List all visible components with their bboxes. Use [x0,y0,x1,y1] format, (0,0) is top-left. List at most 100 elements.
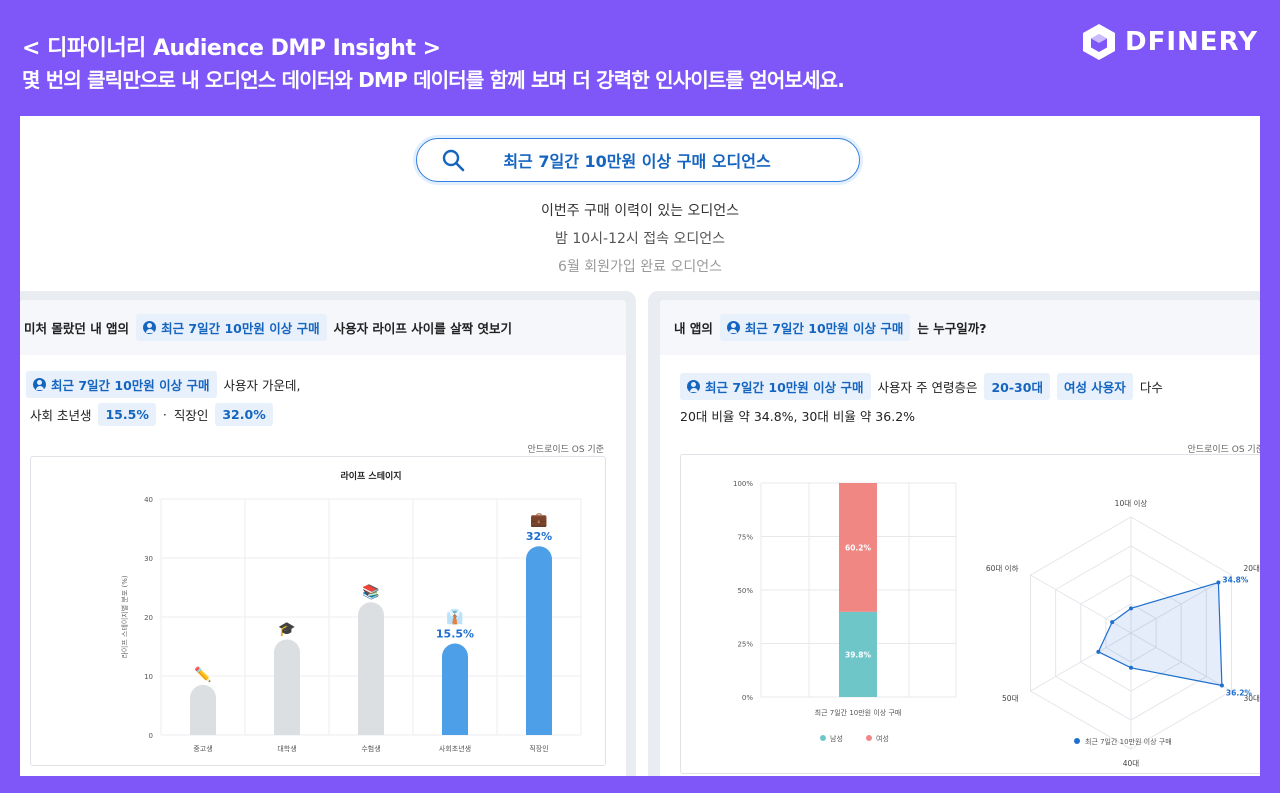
value-badge: 15.5% [98,403,156,426]
y-tick-label: 10 [144,673,153,681]
audience-chip[interactable]: 최근 7일간 10만원 이상 구매 [26,371,217,398]
search-icon [442,149,465,172]
radar-point [1216,580,1221,585]
x-tick-label: 대학생 [277,744,296,753]
life-stage-panel: 미처 몰랐던 내 앱의 최근 7일간 10만원 이상 구매 사용자 라이프 사이… [20,300,626,776]
data-label: 34.8% [1222,576,1249,585]
demographics-panel: 내 앱의 최근 7일간 10만원 이상 구매 는 누구일까? 최근 7일간 10… [660,300,1260,776]
summary-line-1: 최근 7일간 10만원 이상 구매 사용자 가운데, [26,371,300,398]
legend-label: 여성 [876,734,889,743]
legend-label: 남성 [830,734,843,743]
y-tick-label: 40 [144,496,153,504]
radar-point [1129,606,1133,611]
summary-text: 다수 [1139,380,1163,395]
audience-chip[interactable]: 최근 7일간 10만원 이상 구매 [680,373,871,400]
y-tick-label: 50% [737,587,753,595]
radar-spoke [1130,574,1232,634]
chip-label: 최근 7일간 10만원 이상 구매 [161,321,320,336]
user-icon [33,378,46,391]
chip-label: 최근 7일간 10만원 이상 구매 [744,321,904,336]
cube-logo-icon [1083,24,1116,60]
bar [442,643,468,735]
audience-chip[interactable]: 최근 7일간 10만원 이상 구매 [719,314,911,341]
banner-title: < 디파이너리 Audience DMP Insight > [22,36,441,61]
demographics-charts: 0% 25% 50% 75% 100% 39.8% 60.2% 최근 7일간 10만원 이상 … [733,480,1260,768]
x-tick-label: 최근 7일간 10만원 이상 구매 [815,708,902,717]
bar [358,602,384,735]
radar-spoke [1030,632,1132,692]
chip-label: 최근 7일간 10만원 이상 구매 [705,380,864,395]
y-tick-label: 0 [149,732,153,740]
y-tick-label: 30 [144,555,153,563]
y-tick-label: 25% [737,641,753,649]
data-label: 15.5% [436,628,474,641]
stacked-bar-segment [839,611,877,697]
header-text: 내 앱의 [674,321,713,336]
radar-point [1110,620,1115,625]
user-icon [143,321,157,334]
stage-icon: ✏️ [194,665,211,683]
summary-line-2: 사회 초년생 15.5% · 직장인 32.0% [30,403,280,426]
summary-text: 직장인 [173,408,209,423]
y-tick-label: 0% [742,694,753,702]
user-icon [726,321,740,334]
bar [526,546,552,735]
separator: · [162,407,167,422]
suggestion-item[interactable]: 밤 10시-12시 접속 오디언스 [555,231,725,247]
radar-spoke [1130,632,1232,692]
data-label: 36.2% [1226,688,1253,697]
bar [274,639,300,735]
banner-subtitle: 몇 번의 클릭만으로 내 오디언스 데이터와 DMP 데이터를 함께 보며 더 … [22,68,845,92]
header-text: 미처 몰랐던 내 앱의 [24,321,130,336]
radar-axis-label: 50대 [1002,694,1019,703]
brand-name: DFINERY [1125,27,1258,57]
legend-marker [866,735,872,741]
suggestion-item[interactable]: 이번주 구매 이력이 있는 오디언스 [540,203,740,219]
life-stage-chart-card: 라이프 스테이지 라이프 스테이지별 분포 (%) 0 10 20 30 40 중고생 ✏️ 대학… [30,456,606,766]
bar [190,684,216,735]
radar-point [1219,683,1224,688]
user-icon [687,380,700,393]
summary-text: 사회 초년생 [30,408,92,423]
stage-icon: 💼 [530,512,548,528]
stage-icon: 👔 [446,609,463,626]
y-tick-label: 75% [737,534,753,542]
legend-marker [1074,738,1080,744]
y-tick-label: 100% [733,480,753,488]
x-tick-label: 수험생 [361,744,380,753]
legend-marker [820,735,826,741]
radar-axis-label: 60대 이하 [986,563,1019,573]
panel-header: 미처 몰랐던 내 앱의 최근 7일간 10만원 이상 구매 사용자 라이프 사이… [20,300,626,355]
stacked-bar-segment [839,483,877,612]
summary-line-1: 최근 7일간 10만원 이상 구매 사용자 주 연령층은 20-30대 여성 사… [680,373,1163,400]
value-badge: 20-30대 [984,373,1050,400]
radar-axis-label: 10대 이상 [1115,498,1148,508]
x-tick-label: 중고생 [193,744,212,753]
audience-chip[interactable]: 최근 7일간 10만원 이상 구매 [136,314,327,341]
summary-text: 사용자 주 연령층은 [877,380,978,395]
brand-logo: DFINERY [1081,22,1258,62]
chip-label: 최근 7일간 10만원 이상 구매 [51,378,210,393]
radar-axis-label: 20대 [1244,564,1260,573]
y-axis-label: 라이프 스테이지별 분포 (%) [120,575,129,658]
radar-spoke [1030,574,1132,634]
suggestion-item[interactable]: 6월 회원가입 완료 오디언스 [558,259,722,275]
x-tick-label: 사회초년생 [439,744,471,753]
header-text: 는 누구일까? [917,321,987,336]
summary-text: 사용자 가운데, [223,378,301,393]
demographics-chart-card: 0% 25% 50% 75% 100% 39.8% 60.2% 최근 7일간 10만원 이상 … [680,454,1260,774]
radar-axis-label: 30대 [1244,694,1260,703]
search-query: 최근 7일간 10만원 이상 구매 오디언스 [503,152,771,171]
search-bar[interactable]: 최근 7일간 10만원 이상 구매 오디언스 [416,138,860,182]
chart-title: 라이프 스테이지 [340,470,401,482]
os-note: 안드로이드 OS 기준 [1187,445,1260,455]
radar-point [1129,665,1133,670]
data-label: 32% [526,530,552,543]
radar-axis-label: 40대 [1123,759,1140,768]
x-tick-label: 직장인 [529,744,548,753]
summary-line-2: 20대 비율 약 34.8%, 30대 비율 약 36.2% [680,409,916,424]
panel-header: 내 앱의 최근 7일간 10만원 이상 구매 는 누구일까? [660,300,1260,355]
legend-label: 최근 7일간 10만원 이상 구매 [1085,737,1172,746]
radar-point [1096,649,1101,654]
